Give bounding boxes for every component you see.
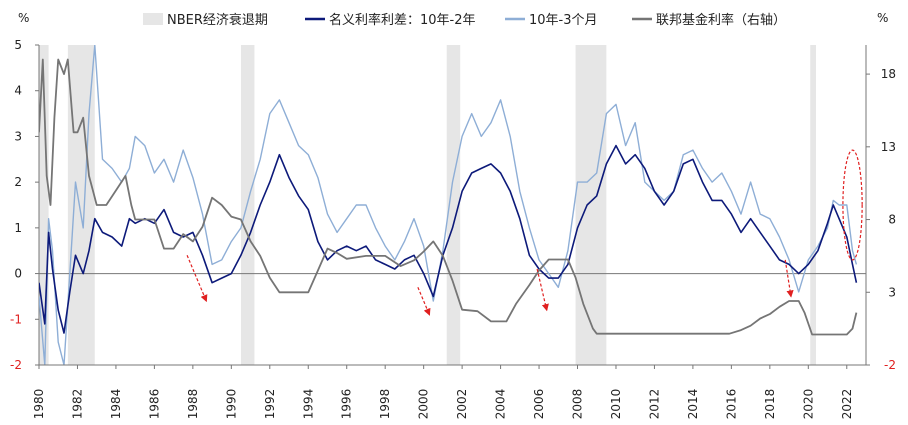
right-tick-label: 8 — [888, 213, 896, 227]
left-tick-label: -2 — [10, 358, 22, 372]
right-tick-label: 18 — [881, 67, 896, 81]
x-tick-label: 2022 — [840, 389, 854, 420]
x-tick-label: 2020 — [801, 389, 815, 420]
x-tick-label: 1992 — [263, 389, 277, 420]
left-tick-label: -1 — [10, 312, 22, 326]
right-tick-label: -2 — [884, 358, 896, 372]
recession-band — [810, 45, 816, 365]
x-tick-label: 1984 — [109, 389, 123, 420]
x-axis: 1980 1982 1984 1986 1988 1990 1992 1994 1996 1998… — [32, 364, 866, 420]
x-tick-label: 2006 — [532, 389, 546, 420]
right-axis-unit: % — [877, 11, 888, 25]
legend-label-recession: NBER经济衰退期 — [167, 12, 268, 28]
x-tick-label: 1982 — [70, 389, 84, 420]
x-tick-label: 2002 — [455, 389, 469, 420]
red-dashed-arrow — [417, 287, 431, 316]
series-line-10y-2y — [39, 144, 858, 334]
legend-label-fed_funds: 联邦基金利率（右轴） — [656, 12, 786, 28]
legend-label-spread_10y3m: 10年-3个月 — [529, 13, 598, 28]
left-tick-label: 3 — [14, 129, 22, 143]
x-tick-label: 1994 — [301, 389, 315, 420]
recession-band — [39, 45, 49, 365]
x-tick-label: 1998 — [378, 389, 392, 420]
x-tick-label: 1986 — [147, 389, 161, 420]
legend-label-spread_10y2y: 名义利率利差：10年-2年 — [329, 12, 476, 28]
red-dashed-arrow — [784, 259, 794, 298]
series-line-10y-3m — [39, 45, 858, 365]
red-dashed-ellipse — [842, 149, 863, 261]
x-tick-label: 2010 — [609, 389, 623, 420]
x-tick-label: 1996 — [340, 389, 354, 420]
x-tick-label: 2012 — [647, 389, 661, 420]
legend-swatch-recession — [143, 13, 163, 25]
annotation-marks — [186, 149, 863, 316]
x-tick-label: 2018 — [763, 389, 777, 420]
left-tick-label: 4 — [14, 84, 22, 98]
y-axis-right: 18 13 8 3 -2 — [865, 45, 896, 372]
series-lines — [39, 45, 858, 365]
left-tick-label: 1 — [14, 221, 22, 235]
left-tick-label: 2 — [14, 175, 22, 189]
x-tick-label: 1990 — [224, 389, 238, 420]
legend: NBER经济衰退期 名义利率利差：10年-2年 10年-3个月 联邦基金利率（右轴） — [143, 12, 786, 28]
series-line-fed-funds — [39, 58, 858, 336]
red-dashed-arrow — [186, 255, 208, 303]
x-tick-label: 2008 — [571, 389, 585, 420]
recession-band — [446, 45, 461, 365]
red-dashed-arrow — [536, 268, 549, 312]
left-tick-label: 5 — [14, 38, 22, 52]
x-tick-label: 1980 — [32, 389, 46, 420]
left-tick-label: 0 — [14, 267, 22, 281]
x-tick-label: 2004 — [494, 389, 508, 420]
right-tick-label: 13 — [881, 140, 896, 154]
recession-band — [575, 45, 607, 365]
right-tick-label: 3 — [888, 285, 896, 299]
left-axis-unit: % — [18, 11, 29, 25]
x-tick-label: 1988 — [186, 389, 200, 420]
y-axis-left: 5 4 3 2 1 0 -1 -2 — [10, 38, 40, 372]
x-tick-label: 2014 — [686, 389, 700, 420]
x-tick-label: 2000 — [417, 389, 431, 420]
recession-bands — [39, 45, 816, 365]
x-tick-label: 2016 — [724, 389, 738, 420]
